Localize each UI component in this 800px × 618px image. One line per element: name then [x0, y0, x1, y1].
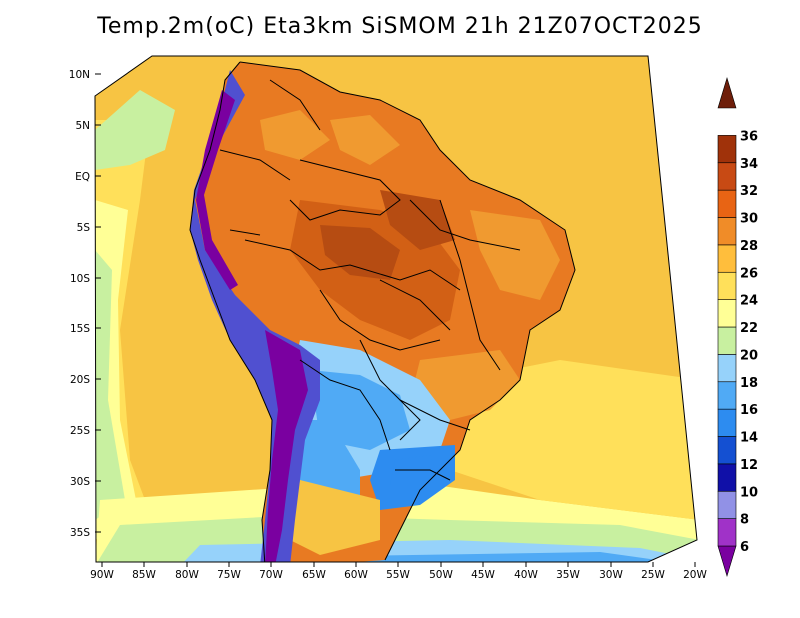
colorbar-bin	[717, 326, 737, 355]
border-state-5	[395, 469, 451, 481]
border-state-4	[399, 399, 471, 431]
colorbar-label: 34	[740, 157, 758, 172]
north-warm	[260, 110, 330, 160]
colorbar-bin	[717, 244, 737, 273]
colorbar-label: 20	[740, 348, 758, 363]
border-state-3	[409, 199, 521, 251]
border-brazil-peru	[244, 239, 461, 291]
guiana-warm	[330, 115, 400, 165]
border-state-2	[379, 279, 451, 331]
border-venezuela	[269, 79, 321, 131]
colorbar-bin	[717, 299, 737, 328]
lon-tick-label: 80W	[175, 569, 199, 581]
lon-tick-label: 20W	[683, 569, 707, 581]
border-argentina	[299, 359, 391, 451]
northeast-warm	[470, 210, 560, 300]
plot-frame	[94, 55, 698, 563]
colorbar-label: 30	[740, 212, 758, 227]
map-field	[95, 56, 697, 562]
lat-tick-label: 30S	[70, 476, 90, 488]
central-hottest	[380, 190, 455, 250]
lon-tick-label: 55W	[386, 569, 410, 581]
lon-tick-label: 45W	[471, 569, 495, 581]
country-borders	[189, 61, 576, 562]
lat-tick-label: 35S	[70, 527, 90, 539]
colorbar-label: 32	[740, 184, 758, 199]
colorbar-label: 18	[740, 376, 758, 391]
lat-tick-label: 25S	[70, 425, 90, 437]
coastline-east	[239, 61, 576, 561]
pacific-north-cool	[95, 90, 175, 170]
border-state-1	[439, 199, 501, 371]
lon-tick-label: 75W	[217, 569, 241, 581]
lat-tick-label: 10N	[69, 69, 90, 81]
colorbar-label: 8	[740, 513, 749, 528]
colorbar-label: 10	[740, 485, 758, 500]
southeast-mild	[410, 350, 520, 420]
lat-axis: 10N 5N EQ 5S 10S 15S 20S 25S 30S 35S	[69, 69, 101, 539]
coastline-west	[189, 61, 273, 562]
lon-tick-label: 65W	[302, 569, 326, 581]
atlantic-mild	[450, 360, 697, 520]
argentina-warm	[290, 480, 380, 555]
lon-tick-label: 60W	[344, 569, 368, 581]
lon-axis: 90W 85W 80W 75W 70W 65W 60W 55W 50W 45W …	[90, 562, 707, 581]
colorbar-arrow-top	[717, 76, 737, 109]
lon-tick-label: 35W	[556, 569, 580, 581]
lon-tick-label: 70W	[259, 569, 283, 581]
colorbar-bin	[717, 490, 737, 519]
lat-tick-label: 5S	[77, 222, 91, 234]
colorbar-bin	[717, 408, 737, 437]
border-colombia	[219, 149, 291, 181]
lat-tick-label: 15S	[70, 323, 90, 335]
andes-high	[265, 330, 308, 562]
lat-tick-label: EQ	[75, 171, 90, 183]
border-bolivia	[319, 289, 441, 351]
andes-north	[196, 90, 238, 290]
lat-tick-label: 20S	[70, 374, 90, 386]
colorbar-label: 36	[740, 129, 758, 144]
colorbar-label: 12	[740, 458, 758, 473]
colorbar-label: 24	[740, 294, 758, 309]
colorbar-bin	[717, 189, 737, 218]
pacific-cooler-band	[95, 250, 125, 520]
colorbar-label: 26	[740, 266, 758, 281]
colorbar-label: 6	[740, 540, 749, 555]
lon-tick-label: 40W	[514, 569, 538, 581]
south-brazil-cold	[390, 455, 440, 495]
colorbar-bin	[717, 271, 737, 300]
colorbar-label: 16	[740, 403, 758, 418]
colorbar-bin	[717, 463, 737, 492]
border-north-brazil	[289, 159, 401, 221]
lon-tick-label: 25W	[641, 569, 665, 581]
colorbar-bin	[717, 354, 737, 383]
south-colder	[330, 552, 697, 562]
lat-tick-label: 10S	[70, 273, 90, 285]
colorbar-label: 14	[740, 431, 758, 446]
lon-tick-label: 30W	[599, 569, 623, 581]
colorbar-bin	[717, 436, 737, 465]
lon-tick-label: 50W	[429, 569, 453, 581]
colorbar-bin	[717, 217, 737, 246]
map-title: Temp.2m(oC) Eta3km SiSMOM 21h 21Z07OCT20…	[97, 14, 703, 39]
colorbar-bin	[717, 518, 737, 547]
lat-tick-label: 5N	[75, 120, 90, 132]
colorbar: 6 8 10 12 14 16 18 20 22 24 26 28 30 32 34 36	[717, 76, 758, 578]
colorbar-arrow-bottom	[717, 545, 737, 578]
lon-tick-label: 90W	[90, 569, 114, 581]
lon-tick-label: 85W	[132, 569, 156, 581]
colorbar-label: 28	[740, 239, 758, 254]
colorbar-label: 22	[740, 321, 758, 336]
border-ecuador	[229, 229, 261, 236]
colorbar-bin	[717, 381, 737, 410]
colorbar-bin	[717, 162, 737, 191]
colorbar-bin	[717, 135, 737, 164]
